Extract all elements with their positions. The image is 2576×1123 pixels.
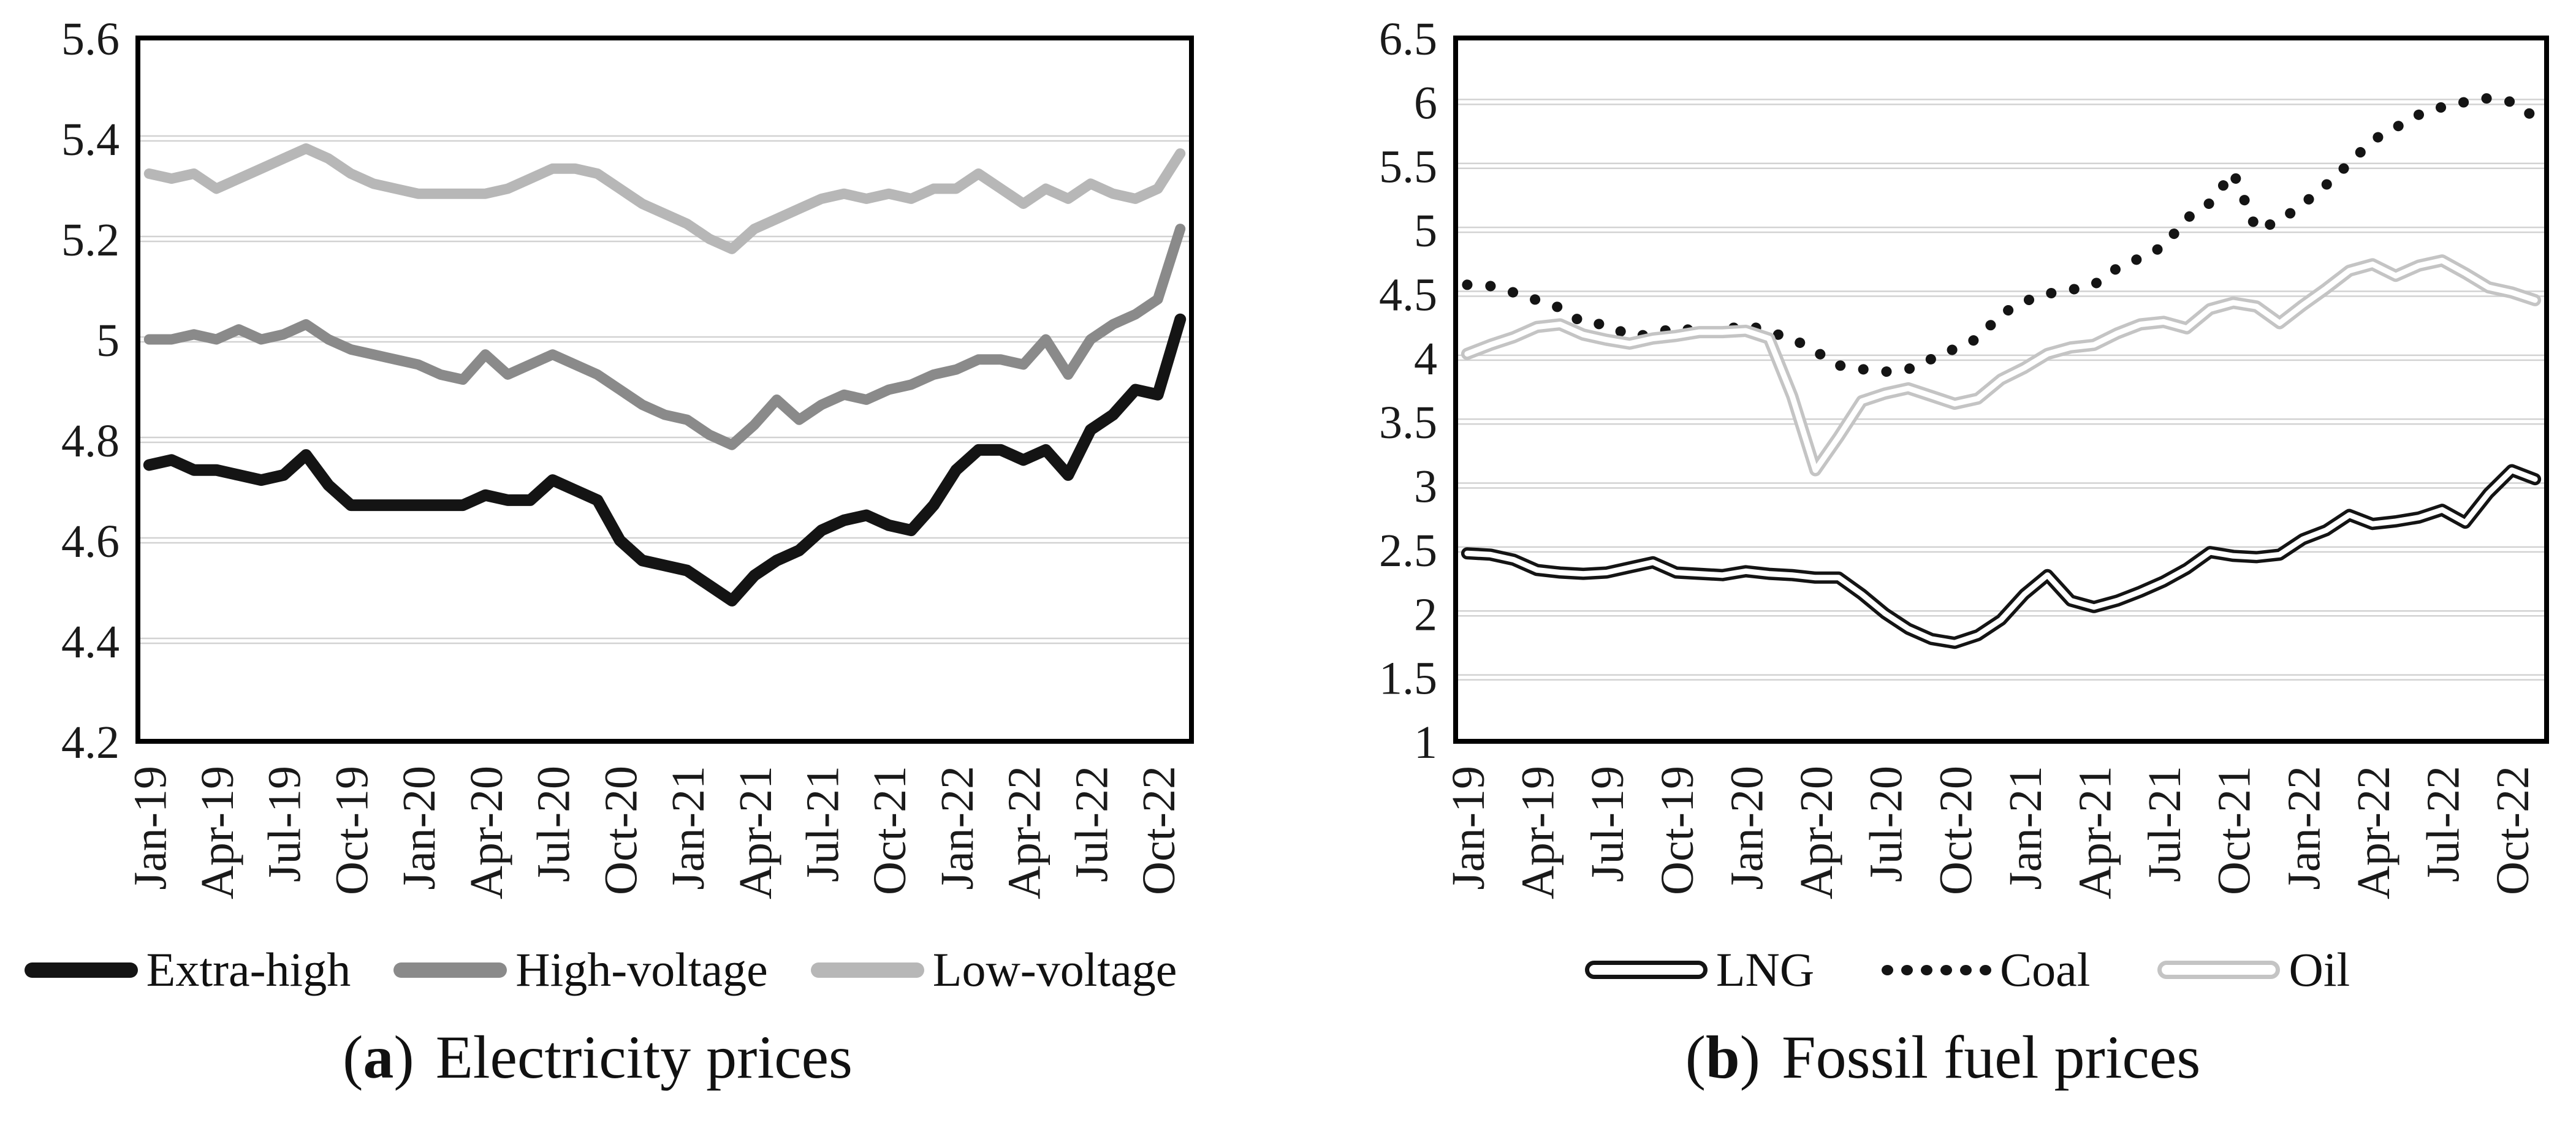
fossil-x-tick-label: Jan-22	[2278, 766, 2330, 890]
fossil-y-tick-label: 2	[1414, 589, 1437, 640]
electricity-plot-border	[135, 36, 1194, 744]
electricity-y-tick-label: 4.4	[61, 616, 120, 668]
coal-dot-icon	[1921, 964, 1933, 975]
electricity-y-tick-label: 5.6	[61, 13, 120, 65]
fossil-x-tick-label: Jan-20	[1721, 766, 1772, 890]
electricity-y-tick-label: 5.4	[61, 114, 120, 165]
fossil-series-coal	[1462, 93, 2540, 377]
legend-item-extra-high: Extra-high	[24, 942, 351, 997]
electricity-x-tick-label: Oct-22	[1133, 766, 1185, 895]
electricity-x-tick-label: Jul-21	[797, 766, 849, 882]
electricity-x-tick-label: Apr-21	[730, 766, 781, 899]
fossil-x-tick-label: Apr-19	[1513, 766, 1564, 899]
fossil-series-lng-core	[1464, 467, 2538, 646]
electricity-x-tick-label: Jan-21	[663, 766, 714, 890]
coal-dots-swatch	[1882, 964, 1992, 975]
fossil-series-oil-core	[1464, 257, 2538, 473]
fossil-y-tick-label: 3	[1414, 461, 1437, 513]
oil-line-swatch	[2157, 961, 2281, 979]
fossil-x-tick-label: Jul-19	[1582, 766, 1633, 882]
fossil-x-tick-label: Oct-22	[2487, 766, 2539, 895]
caption-b-close: )	[1739, 1023, 1760, 1091]
fossil-x-tick-label: Apr-21	[2069, 766, 2121, 899]
legend-label-lng: LNG	[1715, 943, 1815, 996]
legend-label-high-voltage: High-voltage	[515, 943, 768, 996]
legend-item-lng: LNG	[1584, 942, 1815, 997]
electricity-x-tick-label: Jan-19	[124, 766, 176, 890]
coal-dot-icon	[1960, 964, 1972, 975]
fossil-y-tick-label: 1.5	[1379, 653, 1437, 705]
electricity-series-low-voltage	[143, 143, 1186, 254]
electricity-x-tick-label: Jul-20	[528, 766, 580, 882]
fossil-x-tick-label: Jan-21	[2000, 766, 2051, 890]
caption-a-letter: a	[363, 1023, 394, 1091]
fossil-y-tick-label: 2.5	[1379, 525, 1437, 577]
fossil-x-tick-label: Apr-22	[2348, 766, 2399, 899]
fossil-y-tick-label: 1	[1414, 717, 1437, 768]
electricity-x-tick-label: Oct-20	[595, 766, 647, 895]
electricity-y-tick-label: 4.6	[61, 516, 120, 567]
caption-a-close: )	[393, 1023, 414, 1091]
coal-dot-icon	[1901, 964, 1913, 975]
legend-label-low-voltage: Low-voltage	[932, 943, 1177, 996]
fossil-x-tick-label: Jul-20	[1861, 766, 1912, 882]
electricity-x-tick-label: Jan-20	[393, 766, 445, 890]
electricity-series-high-voltage	[143, 224, 1186, 450]
coal-dot-icon	[1940, 964, 1953, 975]
fossil-x-tick-label: Oct-20	[1930, 766, 1981, 895]
caption-b: (b) Fossil fuel prices	[1397, 1022, 2488, 1092]
legend-label-oil: Oil	[2289, 943, 2350, 996]
electricity-y-tick-label: 5	[96, 315, 120, 366]
electricity-x-tick-label: Oct-21	[864, 766, 916, 895]
legend-item-coal: Coal	[1882, 942, 2090, 997]
fossil-y-tick-label: 6.5	[1379, 13, 1437, 65]
legend-label-extra-high: Extra-high	[146, 943, 351, 996]
caption-a: (a) Electricity prices	[0, 1022, 1195, 1092]
electricity-x-tick-label: Jul-22	[1066, 766, 1117, 882]
extra-high-line-swatch	[24, 962, 138, 978]
fossil-x-tick-label: Oct-21	[2209, 766, 2260, 895]
caption-a-open: (	[343, 1023, 363, 1091]
fossil-y-tick-label: 4.5	[1379, 269, 1437, 320]
electricity-x-tick-label: Oct-19	[326, 766, 378, 895]
electricity-x-tick-label: Jan-22	[932, 766, 983, 890]
caption-b-text: Fossil fuel prices	[1781, 1023, 2201, 1091]
fossil-y-tick-label: 5	[1414, 205, 1437, 257]
electricity-x-tick-label: Apr-20	[461, 766, 512, 899]
legend-item-low-voltage: Low-voltage	[810, 942, 1177, 997]
fossil-legend: LNG Coal Oil	[1489, 942, 2445, 997]
caption-b-letter: b	[1706, 1023, 1740, 1091]
fossil-y-tick-label: 6	[1414, 77, 1437, 129]
fossil-y-tick-label: 5.5	[1379, 142, 1437, 193]
caption-b-open: (	[1685, 1023, 1706, 1091]
electricity-y-tick-label: 5.2	[61, 214, 120, 266]
fossil-y-tick-label: 4	[1414, 333, 1437, 385]
coal-dot-icon	[1980, 964, 1992, 975]
fossil-x-tick-label: Oct-19	[1652, 766, 1703, 895]
electricity-x-tick-label: Apr-19	[192, 766, 243, 899]
electricity-series-extra-high	[143, 313, 1187, 607]
low-voltage-line-swatch	[810, 962, 924, 978]
electricity-y-tick-label: 4.8	[61, 415, 120, 467]
high-voltage-line-swatch	[393, 962, 507, 978]
electricity-x-tick-label: Apr-22	[999, 766, 1051, 899]
legend-item-high-voltage: High-voltage	[393, 942, 768, 997]
legend-item-oil: Oil	[2157, 942, 2350, 997]
fossil-x-tick-label: Jan-19	[1443, 766, 1494, 890]
fossil-x-tick-label: Jul-21	[2139, 766, 2190, 882]
electricity-x-tick-label: Jul-19	[259, 766, 311, 882]
coal-dot-icon	[1882, 964, 1894, 975]
caption-a-text: Electricity prices	[435, 1023, 853, 1091]
electricity-legend: Extra-high High-voltage Low-voltage	[18, 942, 1183, 997]
electricity-y-tick-label: 4.2	[61, 717, 120, 768]
fossil-x-tick-label: Apr-20	[1791, 766, 1842, 899]
fossil-plot-border	[1453, 36, 2549, 744]
fossil-x-tick-label: Jul-22	[2418, 766, 2469, 882]
legend-label-coal: Coal	[2000, 943, 2091, 996]
lng-line-swatch	[1584, 961, 1708, 979]
fossil-y-tick-label: 3.5	[1379, 397, 1437, 448]
